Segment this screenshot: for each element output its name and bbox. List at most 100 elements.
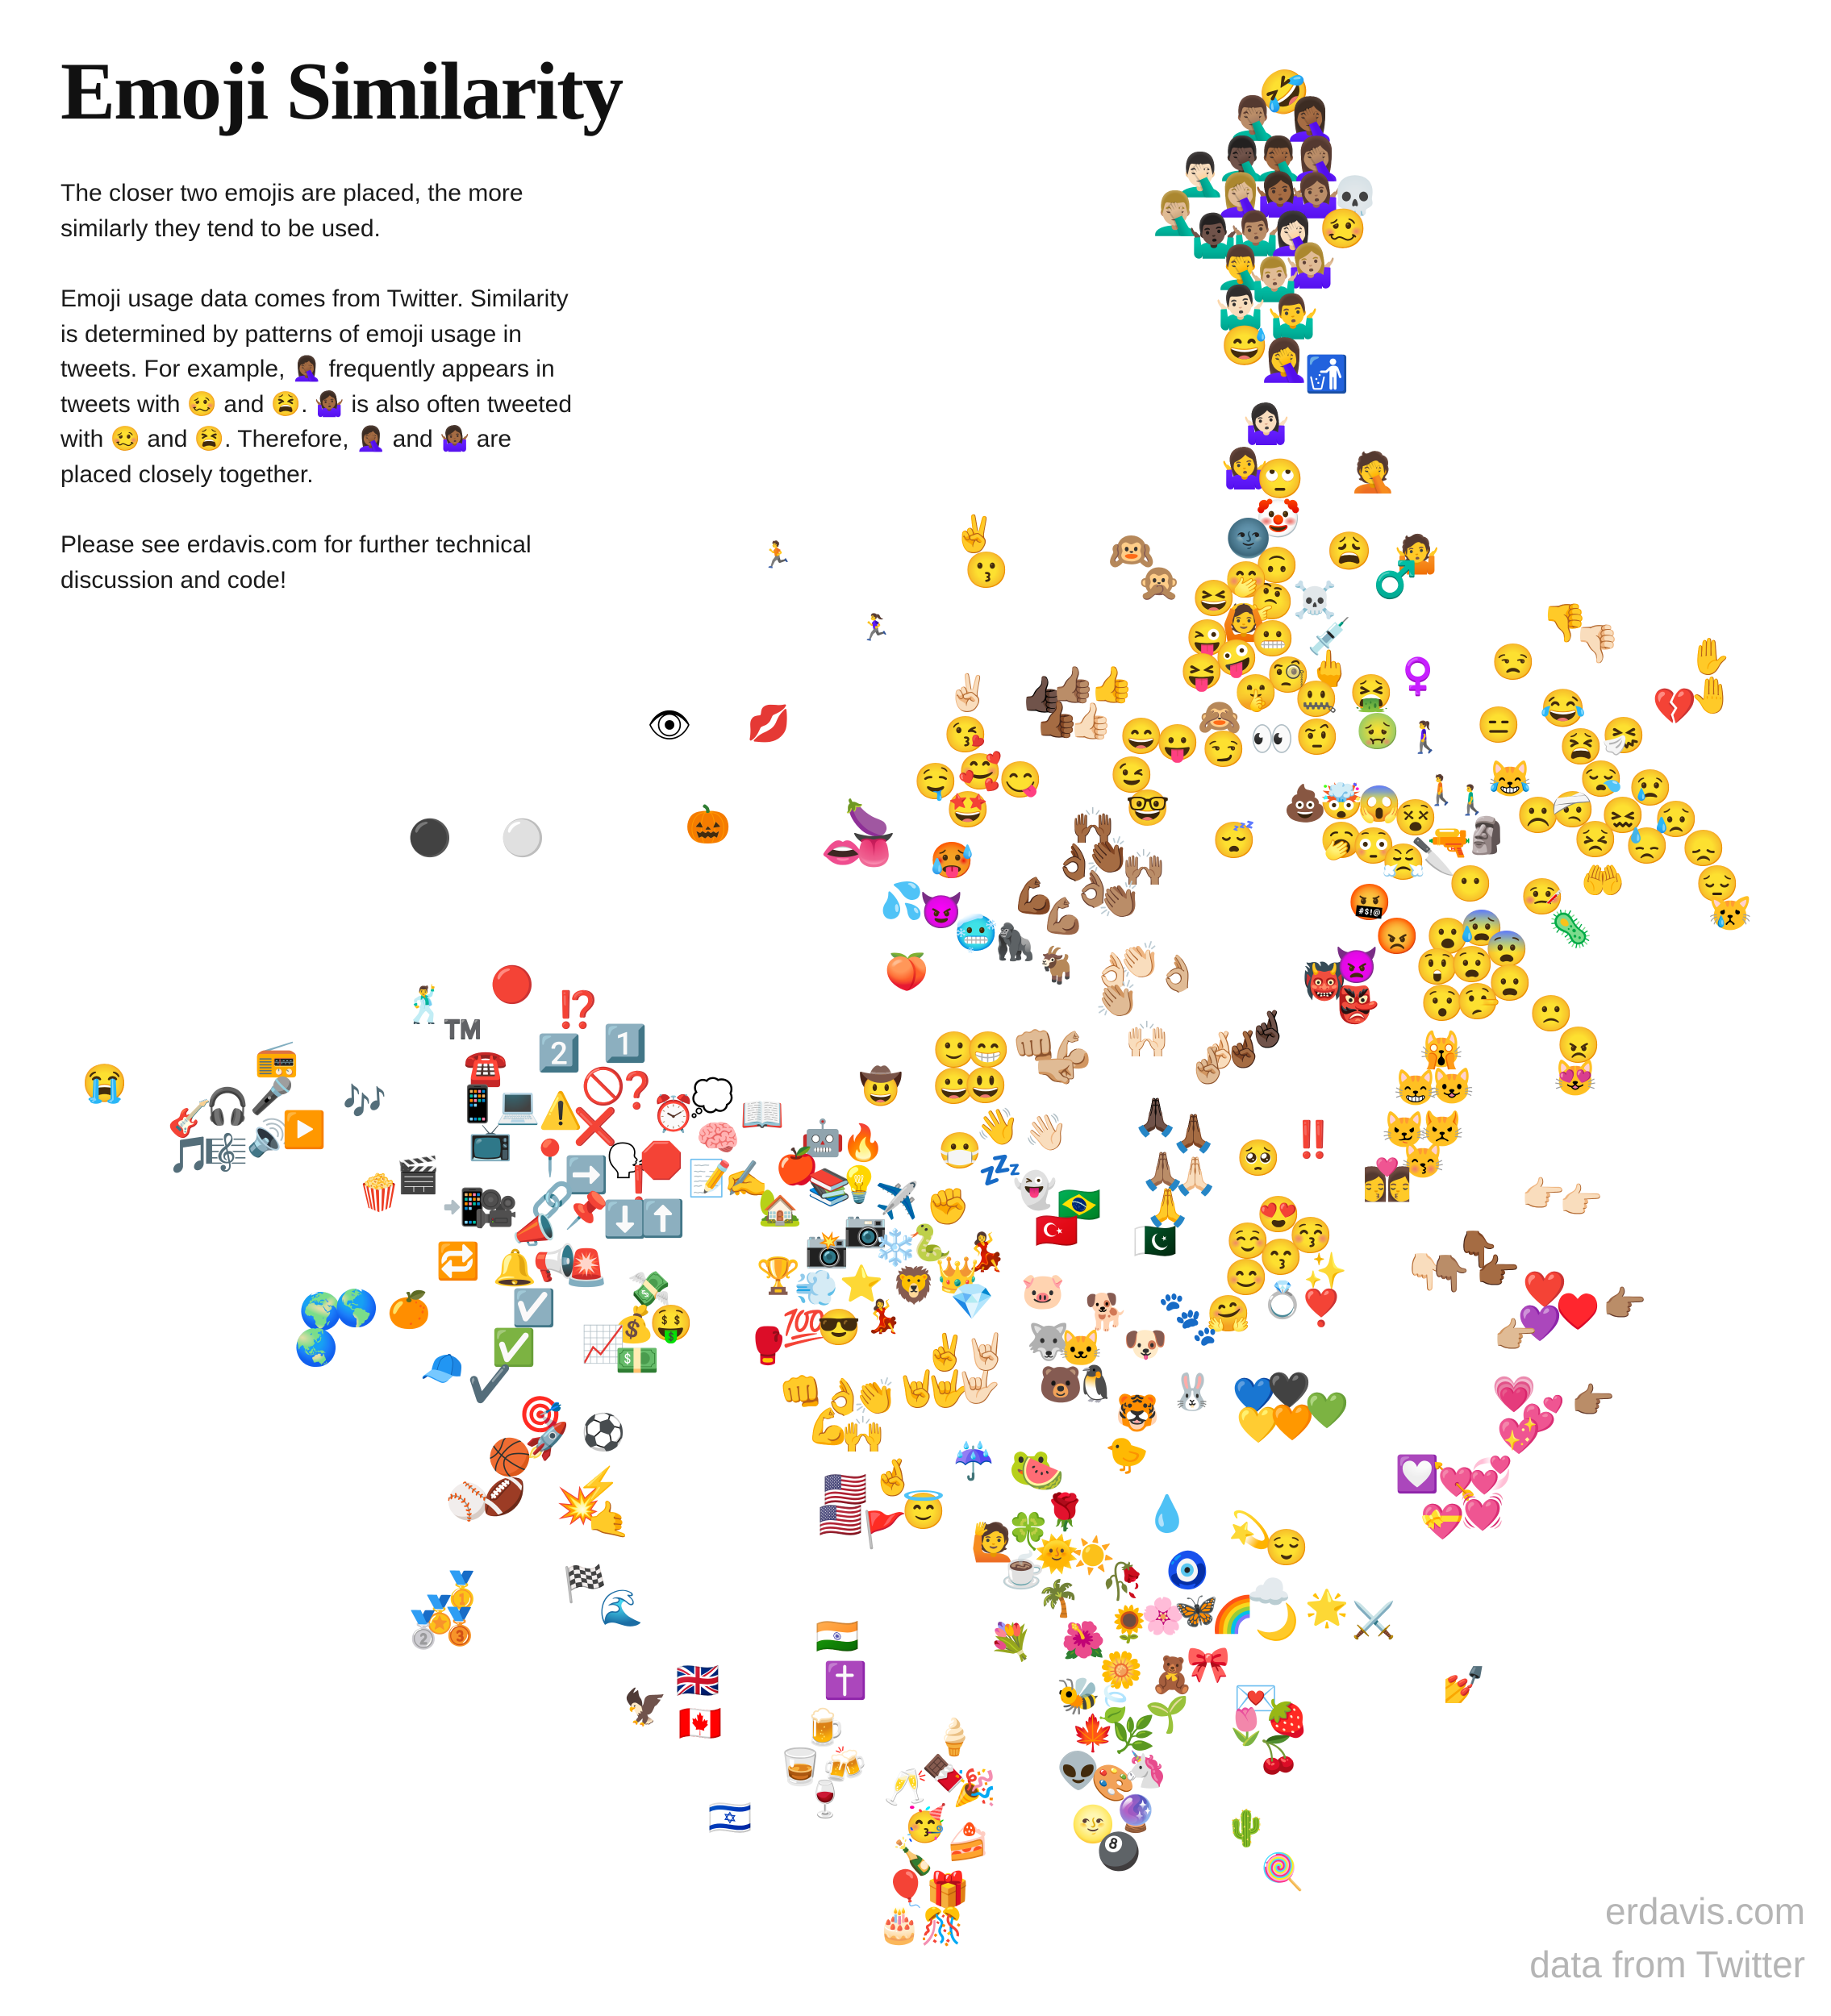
emoji-point: 🤷🏻‍♀️ <box>1242 403 1291 446</box>
emoji-point: 🤦🏻‍♀️ <box>1266 210 1320 257</box>
emoji-point: 🤦 <box>1349 452 1397 494</box>
emoji-point: 💡 <box>836 1165 882 1205</box>
emoji-point: 📌 <box>564 1191 609 1231</box>
emoji-point: 🍑 <box>884 952 929 992</box>
emoji-point: 😘 <box>943 715 988 755</box>
emoji-point: 🌙 <box>1254 1602 1299 1642</box>
emoji-point: 🎨 <box>1091 1764 1136 1803</box>
emoji-point: 👍🏻 <box>1068 702 1113 741</box>
emoji-point: 🌸 <box>1141 1597 1186 1636</box>
emoji-point: 🍦 <box>932 1718 977 1757</box>
emoji-point: 💝 <box>1420 1502 1465 1542</box>
emoji-point: 😮 <box>1425 917 1470 956</box>
emoji-point: 🤞🏾 <box>1221 1030 1266 1069</box>
emoji-point: 😄 <box>1119 717 1164 756</box>
emoji-point: 😽 <box>1400 1141 1445 1181</box>
emoji-point: ❌ <box>573 1107 618 1147</box>
emoji-point: 🐯 <box>1115 1393 1160 1433</box>
emoji-point: 😶 <box>1448 864 1493 904</box>
emoji-point: 💀 <box>1331 176 1379 219</box>
emoji-point: 💋 <box>746 704 791 744</box>
emoji-point: 🚮 <box>1304 355 1349 394</box>
emoji-point: 👁 <box>647 706 692 745</box>
emoji-point: 🤑 <box>649 1304 694 1343</box>
emoji-point: 🎀 <box>1186 1645 1231 1685</box>
emoji-point: ‼️ <box>1291 1120 1336 1160</box>
emoji-point: 🙏🏾 <box>1170 1112 1217 1154</box>
emoji-point: 🇵🇰 <box>1132 1222 1178 1261</box>
emoji-point: 🍿 <box>357 1173 402 1213</box>
emoji-point: ✈️ <box>874 1181 920 1221</box>
emoji-point: 🏆 <box>756 1256 801 1296</box>
emoji-point: 🤦🏾‍♂️ <box>1252 135 1305 182</box>
emoji-point: 🤯 <box>1319 782 1364 822</box>
emoji-point: 🐧 <box>1073 1364 1118 1404</box>
emoji-point: 🏀 <box>487 1438 532 1477</box>
intro-paragraph-2: Emoji usage data comes from Twitter. Sim… <box>60 285 573 488</box>
emoji-point: 🤷🏽‍♀️ <box>1290 173 1343 219</box>
emoji-point: 🌵 <box>1224 1809 1269 1848</box>
emoji-point: 🌹 <box>1042 1493 1087 1532</box>
emoji-point: ☀️ <box>1070 1536 1116 1576</box>
emoji-point: 🇺🇸 <box>818 1501 863 1540</box>
emoji-point: 🌟 <box>1304 1589 1349 1628</box>
emoji-point: 💭 <box>690 1078 735 1118</box>
emoji-point: 😲 <box>1415 948 1460 987</box>
emoji-point: 🥈 <box>401 1610 446 1650</box>
emoji-point: ⚡ <box>576 1466 621 1506</box>
emoji-point: 🙈 <box>1197 698 1242 737</box>
emoji-point: 🔥 <box>840 1123 886 1163</box>
emoji-point: 👽 <box>1056 1752 1101 1791</box>
emoji-point: 🍀 <box>1006 1512 1051 1552</box>
emoji-point: 🥊 <box>745 1327 790 1366</box>
emoji-point: 🙀 <box>1419 1031 1464 1070</box>
emoji-point: 🥴 <box>1319 208 1367 251</box>
emoji-point: 📺 <box>468 1123 513 1162</box>
emoji-point: 😀 <box>932 1067 977 1106</box>
emoji-point: 💸 <box>627 1270 672 1310</box>
emoji-point: 🎧 <box>205 1087 250 1127</box>
emoji-point: 📣 <box>511 1211 557 1251</box>
emoji-point: 🐱 <box>1058 1329 1103 1368</box>
emoji-point: ☺️ <box>1225 1222 1270 1261</box>
emoji-point: 😖 <box>1600 796 1645 835</box>
footer-source: data from Twitter <box>1529 1943 1805 1986</box>
emoji-point: 🤔 <box>1249 582 1295 622</box>
emoji-point: 😿 <box>1708 893 1753 933</box>
emoji-point: 🚩 <box>862 1510 907 1550</box>
emoji-point: 👉🏼 <box>1493 1316 1538 1356</box>
emoji-point: 🌝 <box>1070 1805 1116 1844</box>
emoji-point: 🏁 <box>562 1564 607 1604</box>
emoji-point: 😓 <box>1625 827 1670 866</box>
emoji-point: 🎁 <box>925 1871 970 1910</box>
emoji-point: ❄️ <box>873 1228 918 1268</box>
emoji-point: ♥️ <box>1555 1292 1600 1331</box>
emoji-point: 🤷🏽‍♂️ <box>1229 210 1283 257</box>
emoji-point: 💛 <box>1236 1406 1281 1445</box>
emoji-point: 🐷 <box>1020 1272 1066 1311</box>
emoji-point: 💜 <box>1517 1304 1562 1343</box>
emoji-point: 💃 <box>962 1231 1009 1272</box>
emoji-point: 💨 <box>794 1268 839 1308</box>
emoji-point: ⭐ <box>839 1264 884 1304</box>
emoji-point: 🚶‍♀️ <box>1406 721 1445 755</box>
emoji-point: 💅 <box>1441 1665 1487 1705</box>
emoji-point: 🌿 <box>1111 1715 1156 1755</box>
emoji-point: ▶️ <box>282 1110 327 1150</box>
emoji-point: 🤗 <box>1206 1294 1251 1334</box>
emoji-point: 👀 <box>1249 719 1295 759</box>
emoji-point: 😵 <box>1393 798 1438 838</box>
emoji-point: 🔗 <box>530 1181 575 1221</box>
emoji-point: 😋 <box>998 760 1043 800</box>
emoji-point: 📈 <box>581 1325 626 1364</box>
emoji-point: 🌺 <box>1061 1621 1106 1660</box>
emoji-point: 🐝 <box>1056 1677 1101 1716</box>
emoji-point: 🙌🏽 <box>1121 848 1166 888</box>
emoji-point: 🌏 <box>294 1328 339 1368</box>
emoji-point: 🥇 <box>440 1571 485 1610</box>
emoji-point: 🤓 <box>1125 789 1170 828</box>
emoji-point: 😈 <box>919 891 964 931</box>
emoji-point: 🥃 <box>778 1747 823 1787</box>
emoji-point: 🍻 <box>822 1746 867 1785</box>
emoji-point: ✌️ <box>923 1333 968 1372</box>
